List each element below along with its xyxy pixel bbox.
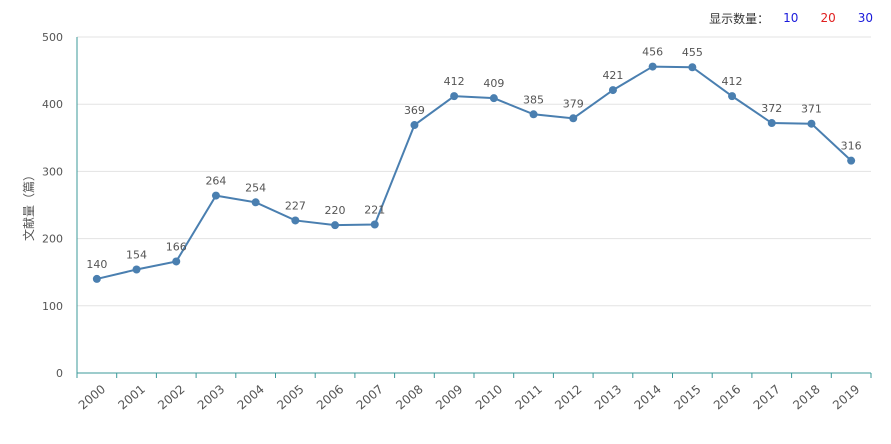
data-label: 220 [325,204,346,217]
data-point [211,191,220,200]
data-label: 371 [801,103,822,116]
y-tick-label: 300 [42,165,63,178]
display-count-label: 显示数量： [709,11,770,26]
data-label: 154 [126,249,147,262]
x-tick-label: 2005 [274,382,306,412]
data-point [608,86,617,95]
y-axis-title: 文献量（篇） [21,169,36,241]
data-point [648,62,657,71]
y-tick-label: 100 [42,300,63,313]
data-point [847,156,856,165]
x-tick-label: 2002 [155,382,187,412]
y-tick-label: 0 [56,367,63,380]
data-point [450,92,459,101]
x-tick-label: 2010 [473,382,505,412]
x-tick-label: 2007 [354,382,386,412]
data-label: 456 [642,46,663,59]
data-point [569,114,578,123]
data-label: 421 [602,69,623,82]
data-label: 412 [722,75,743,88]
x-tick-label: 2009 [433,382,465,412]
data-label: 369 [404,104,425,117]
data-point [172,257,181,266]
display-count-selector: 显示数量： 10 20 30 [709,9,873,27]
data-label: 379 [563,97,584,110]
x-tick-label: 2013 [592,382,624,412]
data-label: 372 [761,102,782,115]
x-tick-label: 2008 [393,382,425,412]
x-tick-label: 2000 [76,382,108,412]
y-tick-label: 500 [42,31,63,44]
data-point [728,92,737,101]
data-label: 264 [205,175,226,188]
x-tick-label: 2016 [711,382,743,412]
x-tick-label: 2014 [632,382,664,412]
data-point [370,220,379,229]
data-label: 227 [285,199,306,212]
data-label: 316 [841,140,862,153]
data-point [410,121,419,130]
data-point [688,63,697,72]
x-tick-label: 2018 [790,382,822,412]
y-tick-label: 400 [42,98,63,111]
x-tick-label: 2004 [235,382,267,412]
x-tick-label: 2019 [830,382,862,412]
data-label: 221 [364,203,385,216]
data-point [807,119,816,128]
data-label: 166 [166,240,187,253]
data-label: 140 [86,258,107,271]
x-tick-label: 2012 [552,382,584,412]
x-tick-label: 2015 [671,382,703,412]
x-tick-label: 2017 [751,382,783,412]
data-point [291,216,300,225]
display-count-option-30[interactable]: 30 [857,11,873,25]
data-point [251,198,260,207]
x-tick-label: 2001 [115,382,147,412]
data-label: 455 [682,46,703,59]
data-point [529,110,538,119]
data-label: 409 [483,77,504,90]
data-label: 254 [245,181,266,194]
x-tick-label: 2006 [314,382,346,412]
data-point [489,94,498,103]
data-point [132,265,141,274]
data-point [331,221,340,230]
x-tick-label: 2011 [512,382,544,412]
display-count-option-10[interactable]: 10 [783,11,799,25]
data-point [92,274,101,283]
display-count-option-20[interactable]: 20 [820,11,836,25]
series-line [96,65,852,280]
data-point [767,119,776,128]
data-label: 385 [523,93,544,106]
data-label: 412 [444,75,465,88]
y-tick-label: 200 [42,233,63,246]
x-tick-label: 2003 [195,382,227,412]
